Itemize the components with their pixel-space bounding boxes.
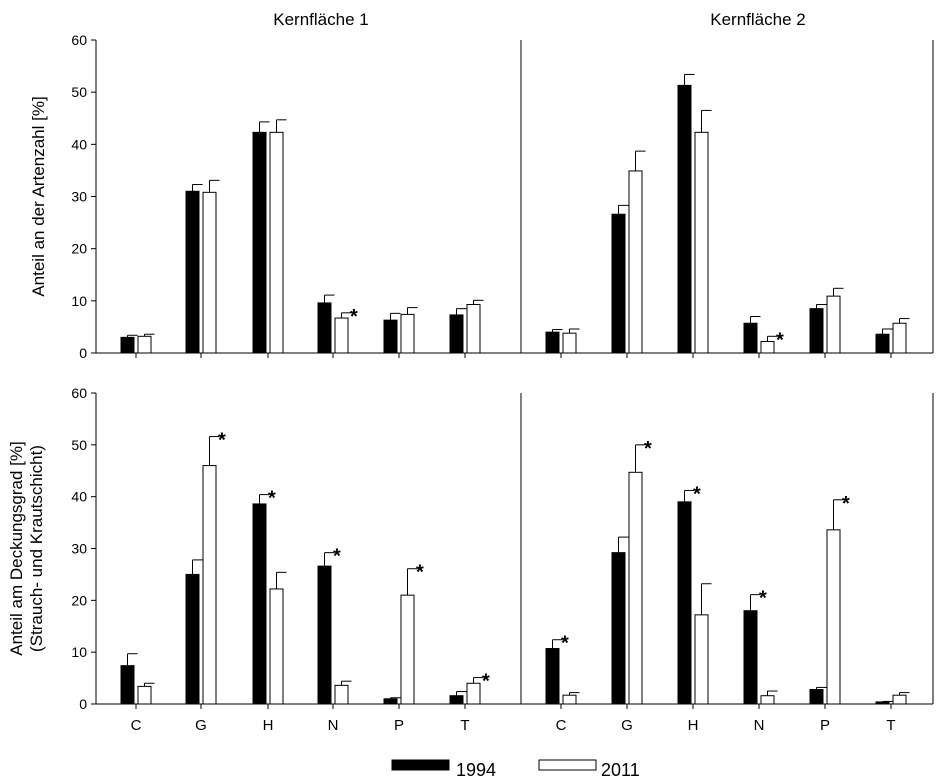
panel-title: Kernfläche 2 [710,10,805,29]
bar-2011-N [760,341,775,354]
bar-2011-T [892,322,907,354]
bar-1994-H [252,131,267,354]
y-tick-label: 10 [71,293,87,309]
bar-1994-H [252,503,267,705]
bar-1994-T [449,314,464,354]
bar-2011-C [137,335,152,354]
x-tick-label: H [688,717,699,734]
bar-2011-G [628,170,643,354]
significance-asterisk: * [416,562,424,584]
significance-asterisk: * [218,430,226,452]
legend-swatch-1994 [391,759,450,771]
bar-2011-P [826,295,841,354]
y-tick-label: 60 [71,385,87,401]
x-tick-label: P [820,717,830,734]
bar-1994-G [185,573,200,705]
bar-1994-G [611,213,626,354]
bar-1994-H [677,84,692,354]
bar-2011-H [269,588,284,705]
bar-1994-P [383,319,398,354]
panel-title: Kernfläche 1 [273,10,368,29]
bar-1994-N [317,302,332,354]
x-tick-label: P [394,717,404,734]
x-tick-label: C [131,717,142,734]
bar-2011-C [562,694,577,705]
y-tick-label: 20 [71,241,87,257]
bar-2011-T [466,303,481,354]
x-tick-label: T [460,717,469,734]
y-axis-label: Anteil an der Artenzahl [%] [29,96,48,296]
x-tick-label: N [754,717,765,734]
x-tick-label: G [621,717,633,734]
bar-2011-H [694,131,709,354]
y-tick-label: 10 [71,644,87,660]
bar-1994-H [677,501,692,705]
bar-2011-H [269,131,284,354]
bar-1994-C [120,665,135,705]
bar-2011-G [202,465,217,705]
bar-1994-C [120,336,135,354]
legend-label-2011: 2011 [601,760,640,780]
bar-2011-C [137,685,152,705]
bar-2011-G [202,191,217,354]
bar-1994-G [611,552,626,705]
x-tick-label: C [556,717,567,734]
bar-1994-P [383,698,398,705]
significance-asterisk: * [350,306,358,328]
y-axis-label: Anteil am Deckungsgrad [%] [7,441,26,656]
significance-asterisk: * [776,329,784,351]
bar-2011-H [694,614,709,705]
y-axis-label-secondary: (Strauch- und Krautschicht) [27,445,46,652]
bar-2011-G [628,471,643,705]
x-tick-label: H [263,717,274,734]
bar-2011-C [562,332,577,354]
bar-1994-T [875,333,890,354]
bar-1994-N [317,565,332,705]
x-tick-label: N [328,717,339,734]
legend-swatch-2011 [538,759,597,771]
y-tick-label: 0 [79,345,87,361]
bar-1994-T [875,701,890,705]
bar-2011-T [466,682,481,705]
bar-1994-T [449,695,464,705]
y-tick-label: 30 [71,541,87,557]
bar-1994-P [809,308,824,354]
bar-1994-P [809,688,824,705]
x-tick-label: T [886,717,895,734]
significance-asterisk: * [268,488,276,510]
bar-2011-N [760,695,775,705]
bar-2011-P [400,594,415,705]
significance-asterisk: * [561,633,569,655]
bar-1994-N [743,322,758,354]
bar-2011-T [892,694,907,705]
y-tick-label: 50 [71,437,87,453]
significance-asterisk: * [333,546,341,568]
y-tick-label: 40 [71,136,87,152]
y-tick-label: 60 [71,32,87,48]
y-tick-label: 40 [71,489,87,505]
y-tick-label: 30 [71,189,87,205]
bar-2011-P [826,529,841,705]
significance-asterisk: * [482,671,490,693]
bar-1994-G [185,190,200,354]
bar-1994-C [545,648,560,705]
bar-2011-N [334,317,349,354]
x-tick-label: G [195,717,207,734]
y-tick-label: 20 [71,592,87,608]
significance-asterisk: * [644,438,652,460]
bar-1994-N [743,610,758,705]
significance-asterisk: * [759,588,767,610]
significance-asterisk: * [693,483,701,505]
bar-1994-C [545,331,560,354]
y-tick-label: 0 [79,696,87,712]
significance-asterisk: * [842,493,850,515]
bar-2011-P [400,313,415,354]
bar-2011-N [334,684,349,705]
legend-label-1994: 1994 [456,760,496,780]
y-tick-label: 50 [71,84,87,100]
